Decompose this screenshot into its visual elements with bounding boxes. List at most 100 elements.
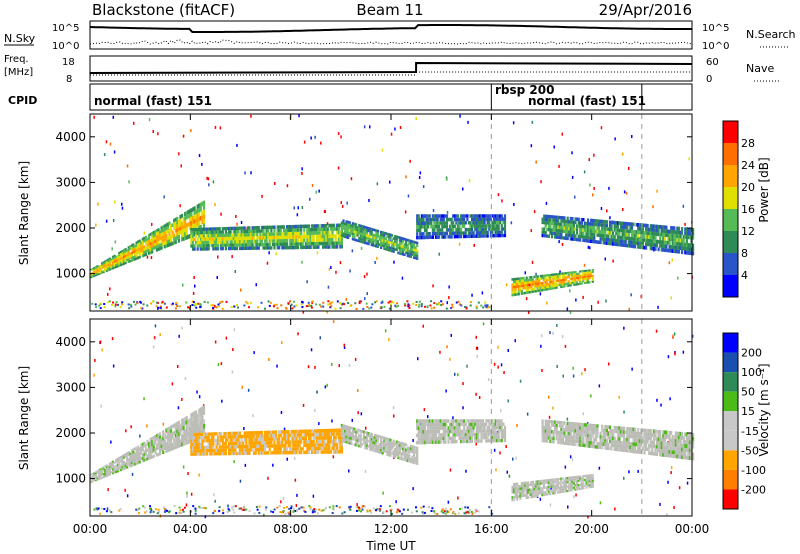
velocity-cell (295, 429, 298, 434)
power-ground-pixel (300, 303, 303, 306)
power-noise-pixel (112, 219, 115, 222)
velocity-ground-pixel (218, 509, 221, 512)
power-cell (394, 248, 397, 251)
velocity-cell (196, 422, 199, 427)
power-cell (108, 268, 111, 271)
power-cell (337, 230, 340, 235)
power-ground-pixel (267, 300, 270, 303)
power-cell (478, 234, 481, 238)
power-cell (652, 224, 655, 229)
velocity-ground-pixel (253, 512, 256, 515)
power-cell (190, 244, 193, 248)
power-cell (325, 223, 328, 228)
power-cell (163, 231, 166, 235)
power-cell (554, 218, 557, 223)
power-ground-pixel (245, 300, 248, 303)
power-cell (206, 247, 209, 251)
velocity-cell (199, 452, 202, 456)
power-cell (265, 236, 268, 240)
power-cell (293, 242, 296, 246)
power-cell (191, 231, 195, 235)
power-cell (268, 232, 271, 236)
velocity-cell (348, 441, 351, 445)
power-cell (389, 249, 392, 252)
power-cell (278, 242, 281, 246)
velocity-ground-pixel (464, 512, 467, 515)
velocity-noise-pixel (247, 388, 250, 392)
power-cell (474, 227, 477, 232)
power-cell (173, 237, 176, 241)
power-cell (253, 232, 256, 237)
velocity-cell (409, 460, 412, 463)
power-cell (234, 240, 237, 244)
velocity-cell (391, 444, 394, 447)
velocity-cell (162, 450, 165, 454)
power-ground-pixel (396, 302, 399, 305)
power-cell (383, 244, 386, 248)
power-cell (386, 240, 389, 244)
power-cell (320, 238, 323, 242)
velocity-cell (370, 448, 373, 452)
velocity-noise-pixel (541, 369, 543, 372)
power-cell (94, 267, 97, 269)
power-cell (531, 288, 535, 291)
power-cell (525, 276, 528, 280)
power-cell (557, 222, 560, 226)
velocity-cell (115, 471, 118, 473)
power-cell (165, 230, 168, 234)
power-noise-pixel (113, 150, 116, 154)
velocity-cell (126, 463, 129, 467)
power-cell (613, 242, 616, 246)
power-cell (246, 226, 249, 230)
power-cell (242, 236, 245, 240)
velocity-cell (107, 465, 110, 468)
power-cell (420, 217, 423, 222)
power-cell (364, 241, 367, 245)
power-ground-pixel (128, 307, 131, 310)
power-cell (525, 279, 528, 282)
power-cell (608, 241, 612, 246)
velocity-cell (259, 444, 262, 448)
velocity-cell (104, 474, 107, 476)
velocity-cell (91, 479, 94, 482)
power-cell (372, 244, 375, 247)
velocity-cell (275, 437, 278, 441)
power-noise-pixel (150, 256, 153, 260)
velocity-cell (107, 472, 110, 475)
power-ground-pixel (140, 307, 143, 310)
power-cell (449, 231, 452, 236)
power-cell (245, 239, 248, 244)
power-cell (411, 242, 414, 246)
power-cell (674, 249, 677, 254)
power-cell (655, 243, 659, 248)
velocity-cell (201, 439, 204, 443)
power-cell (202, 237, 206, 241)
power-cell (612, 238, 615, 243)
power-cell (256, 243, 259, 247)
power-cell (481, 227, 485, 231)
velocity-cell (273, 447, 276, 452)
power-cell (375, 242, 378, 245)
power-frame (89, 113, 693, 312)
power-cell (601, 219, 604, 224)
velocity-cell (124, 462, 127, 465)
power-cell (533, 280, 536, 283)
power-cell (188, 209, 191, 214)
power-cell (593, 226, 596, 230)
power-cell (485, 231, 488, 235)
power-ground-pixel (412, 302, 415, 305)
velocity-cell (115, 458, 118, 461)
power-cell (238, 226, 242, 230)
velocity-cell (414, 459, 417, 462)
power-cell (201, 227, 204, 231)
power-cell (645, 223, 648, 228)
power-cell (560, 281, 563, 284)
velocity-cell (182, 441, 185, 446)
velocity-noise-pixel (599, 501, 602, 505)
power-noise-pixel (597, 300, 599, 304)
power-cell (273, 232, 276, 236)
power-cell (386, 248, 389, 251)
power-cell (477, 231, 480, 235)
power-cell (670, 233, 673, 238)
velocity-ground-pixel (385, 510, 388, 513)
